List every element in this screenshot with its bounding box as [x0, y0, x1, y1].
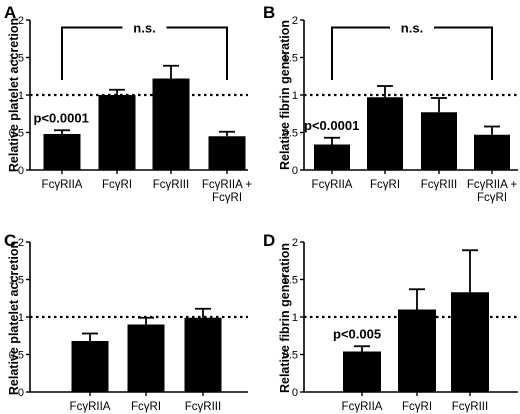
x-tick-label: FcγRI [212, 192, 242, 204]
bar [98, 95, 136, 170]
y-tick-label: 2 [18, 15, 24, 27]
x-tick-label: FcγRI [402, 401, 432, 413]
y-tick-label: 1 [292, 90, 298, 102]
x-tick-label: FcγRI [477, 192, 507, 204]
bar [127, 324, 165, 392]
bar [343, 351, 381, 392]
bar [71, 341, 109, 392]
bar [451, 292, 489, 392]
panel-letter: A [4, 3, 16, 22]
y-tick-label: 0.5 [9, 128, 24, 140]
y-tick-label: 0.5 [283, 128, 298, 140]
x-tick-label: FcγRIIA + [467, 179, 517, 191]
y-tick-label: 2 [18, 237, 24, 249]
bar [43, 134, 81, 170]
x-tick-label: FcγRIIA + [202, 179, 252, 191]
bar [208, 136, 246, 170]
x-tick-label: FcγRIII [185, 401, 221, 413]
y-tick-label: 1.5 [9, 275, 24, 287]
y-axis-label: Relative platelet accretion [7, 18, 21, 172]
panel-letter: C [4, 231, 16, 250]
significance-label: n.s. [133, 21, 155, 36]
y-axis-label: Relative platelet accretion [7, 241, 21, 395]
y-tick-label: 0 [18, 387, 24, 399]
y-axis-label: Relative fibrin generation [278, 243, 292, 393]
y-tick-label: 1.5 [283, 275, 298, 287]
y-tick-label: 0.5 [9, 350, 24, 362]
bar [314, 144, 350, 170]
y-tick-label: 1 [18, 312, 24, 324]
bar [474, 134, 510, 170]
x-tick-label: FcγRIIA [70, 401, 111, 413]
bar [367, 97, 403, 170]
y-tick-label: 1 [292, 312, 298, 324]
y-axis-label: Relative fibrin generation [278, 20, 292, 170]
y-tick-label: 2 [292, 15, 298, 27]
x-tick-label: FcγRIIA [342, 401, 383, 413]
x-tick-label: FcγRI [370, 179, 400, 191]
panel-letter: D [263, 231, 275, 250]
y-tick-label: 2 [292, 237, 298, 249]
x-tick-label: FcγRIIA [312, 179, 353, 191]
y-tick-label: 0.5 [283, 350, 298, 362]
y-tick-label: 1.5 [283, 53, 298, 65]
bar [184, 317, 222, 392]
panel-letter: B [263, 3, 275, 22]
y-tick-label: 0 [292, 387, 298, 399]
x-tick-label: FcγRI [102, 179, 132, 191]
bar [398, 309, 436, 392]
bracket-label-bg [390, 19, 434, 36]
y-tick-label: 0 [18, 165, 24, 177]
bar [152, 78, 190, 170]
bracket-label-bg [122, 19, 167, 36]
p-value-label: p<0.0001 [304, 118, 359, 133]
x-tick-label: FcγRI [131, 401, 161, 413]
p-value-label: p<0.0001 [34, 110, 89, 125]
x-tick-label: FcγRIII [452, 401, 488, 413]
x-tick-label: FcγRIII [421, 179, 457, 191]
p-value-label: p<0.005 [333, 326, 381, 341]
y-tick-label: 0 [292, 165, 298, 177]
bar [421, 112, 457, 170]
significance-label: n.s. [401, 21, 423, 36]
y-tick-label: 1 [18, 90, 24, 102]
x-tick-label: FcγRIII [153, 179, 189, 191]
x-tick-label: FcγRIIA [42, 179, 83, 191]
y-tick-label: 1.5 [9, 53, 24, 65]
